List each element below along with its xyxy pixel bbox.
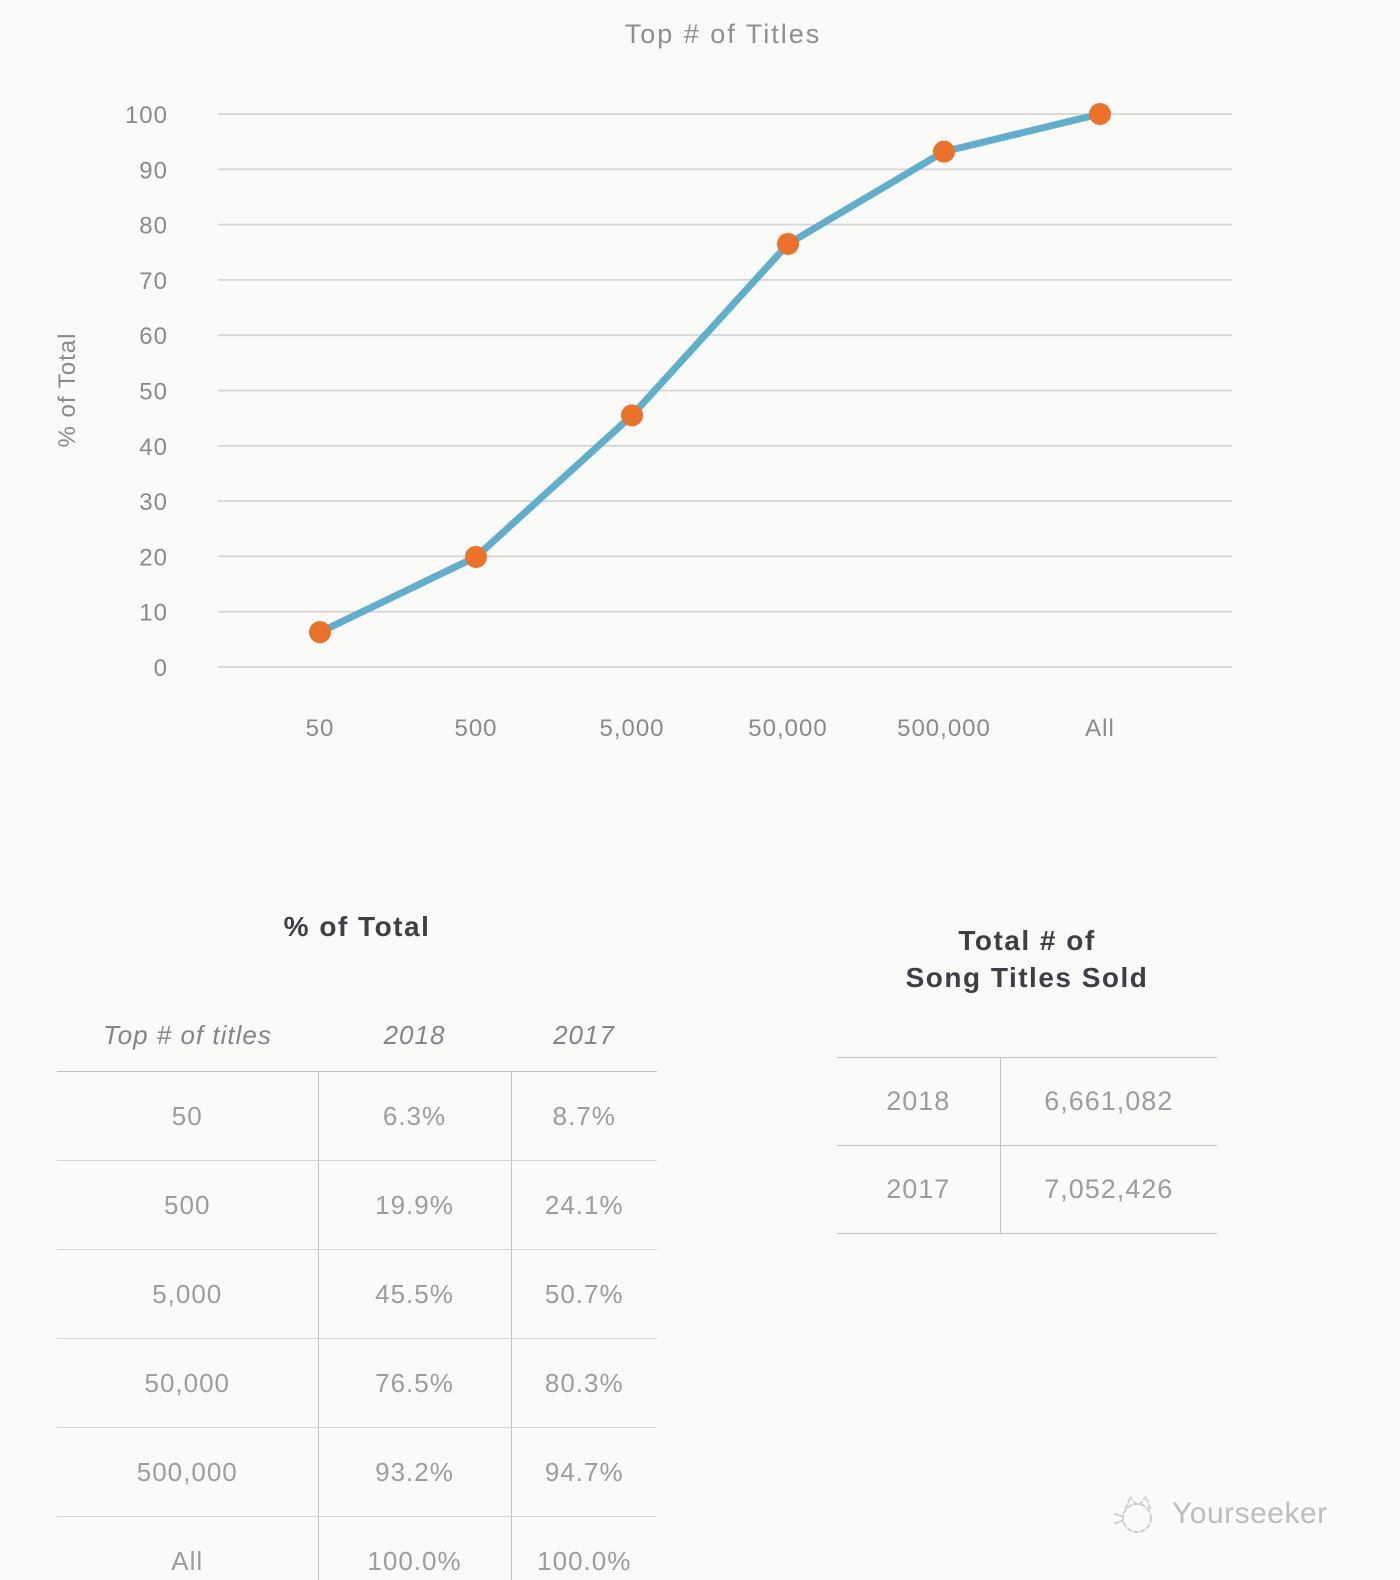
percent-table-title: % of Total <box>283 911 431 942</box>
cell-2018: 45.5% <box>317 1249 511 1339</box>
cell-year: 2017 <box>837 1145 1000 1234</box>
y-tick-labels: 0 10 20 30 40 50 60 70 80 90 100 <box>125 102 168 682</box>
watermark-label: Yourseeker <box>1172 1497 1328 1530</box>
table-row: 5,000 45.5% 50.7% <box>57 1249 657 1339</box>
cell-titles: 50,000 <box>57 1338 318 1428</box>
data-points <box>309 103 1111 644</box>
cell-year: 2018 <box>837 1057 1000 1146</box>
table-row: 500,000 93.2% 94.7% <box>57 1427 657 1517</box>
y-tick-label: 50 <box>139 379 168 406</box>
cell-2017: 8.7% <box>510 1071 657 1161</box>
cell-total: 7,052,426 <box>999 1145 1217 1234</box>
cell-2018: 76.5% <box>317 1338 511 1428</box>
column-header-2018: 2018 <box>318 945 511 1072</box>
x-tick-label: 50 <box>306 715 335 742</box>
series-line-2018 <box>316 110 1104 636</box>
y-tick-label: 100 <box>125 102 168 129</box>
y-axis-label: % of Total <box>54 333 81 448</box>
data-point <box>1089 103 1111 125</box>
x-tick-label: All <box>1085 715 1115 742</box>
cell-2017: 24.1% <box>510 1160 657 1250</box>
data-point <box>309 621 331 644</box>
y-tick-label: 90 <box>139 157 168 184</box>
data-point <box>777 232 799 255</box>
cell-titles: 5,000 <box>57 1249 318 1339</box>
cell-2018: 6.3% <box>317 1071 511 1161</box>
table-row: 2018 6,661,082 <box>837 1057 1217 1146</box>
cell-2018: 19.9% <box>317 1160 511 1250</box>
cell-titles: All <box>57 1516 318 1580</box>
y-tick-label: 40 <box>139 434 168 461</box>
watermark: Yourseeker <box>1112 1492 1328 1536</box>
percent-of-total-table: % of Total Top # of titles 2018 2017 50 … <box>57 908 657 1580</box>
table-row: 50,000 76.5% 80.3% <box>57 1338 657 1428</box>
totals-table-grid: 2018 6,661,082 2017 7,052,426 <box>837 1057 1217 1234</box>
totals-title-line2: Song Titles Sold <box>905 962 1149 993</box>
totals-table: Total # of Song Titles Sold 2018 6,661,0… <box>837 922 1217 1234</box>
gridlines <box>218 113 1232 668</box>
y-tick-label: 20 <box>139 544 168 571</box>
data-point <box>465 545 487 568</box>
data-point <box>933 140 955 163</box>
data-point <box>621 404 643 427</box>
cell-2017: 100.0% <box>510 1516 657 1580</box>
table-row: 50 6.3% 8.7% <box>57 1071 657 1161</box>
cell-titles: 500,000 <box>57 1427 318 1517</box>
x-tick-labels: 50 500 5,000 50,000 500,000 All <box>306 715 1115 742</box>
cell-2018: 100.0% <box>317 1516 511 1580</box>
totals-table-title: Total # of Song Titles Sold <box>837 922 1217 996</box>
y-tick-label: 30 <box>139 489 168 516</box>
table-row: 500 19.9% 24.1% <box>57 1160 657 1250</box>
table-header-row: Top # of titles 2018 2017 <box>57 945 657 1072</box>
y-tick-label: 80 <box>139 213 168 240</box>
column-header-top-titles: Top # of titles <box>57 945 318 1072</box>
cell-2017: 94.7% <box>510 1427 657 1517</box>
y-tick-label: 70 <box>139 268 168 295</box>
percent-table: Top # of titles 2018 2017 50 6.3% 8.7% 5… <box>57 945 657 1580</box>
totals-title-line1: Total # of <box>958 925 1096 956</box>
cell-2017: 80.3% <box>510 1338 657 1428</box>
cell-total: 6,661,082 <box>999 1057 1217 1146</box>
y-tick-label: 10 <box>139 600 168 627</box>
cell-2018: 93.2% <box>317 1427 511 1517</box>
x-tick-label: 500,000 <box>897 715 991 742</box>
x-tick-label: 50,000 <box>748 715 827 742</box>
cat-doodle-icon <box>1114 1495 1152 1533</box>
cell-titles: 500 <box>57 1160 318 1250</box>
line-chart: Top # of Titles % of Total 0 10 20 30 40 50 60… <box>54 19 1232 742</box>
table-row: 2017 7,052,426 <box>837 1145 1217 1234</box>
cell-titles: 50 <box>57 1071 318 1161</box>
x-tick-label: 5,000 <box>599 715 664 742</box>
chart-title: Top # of Titles <box>625 19 822 49</box>
column-header-2017: 2017 <box>511 945 657 1072</box>
table-row: All 100.0% 100.0% <box>57 1516 657 1580</box>
cell-2017: 50.7% <box>510 1249 657 1339</box>
x-tick-label: 500 <box>454 715 497 742</box>
y-tick-label: 0 <box>154 655 168 682</box>
y-tick-label: 60 <box>139 323 168 350</box>
